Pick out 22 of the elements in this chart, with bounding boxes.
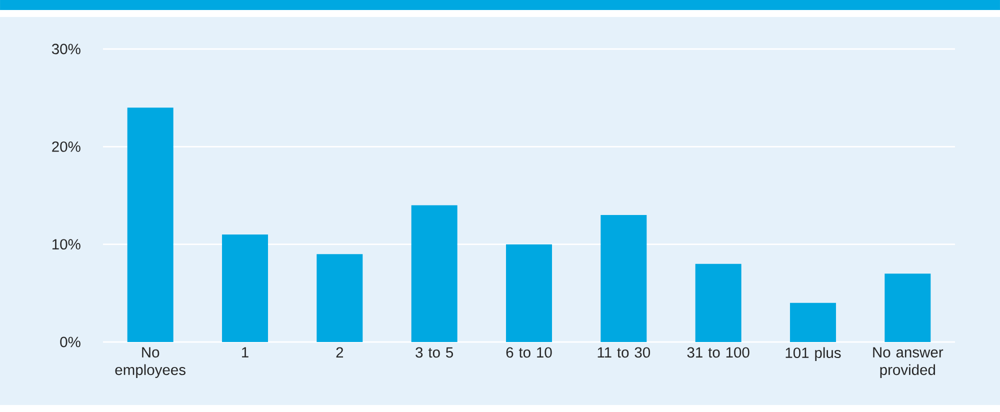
x-tick-label: No answer provided xyxy=(873,347,944,378)
x-tick-label: 2 xyxy=(336,347,344,358)
y-tick-label: 20% xyxy=(52,141,80,152)
y-tick-label: 0% xyxy=(60,336,80,348)
bar xyxy=(600,215,647,342)
x-tick-label: 3 to 5 xyxy=(416,347,453,358)
x-tick-label: 11 to 30 xyxy=(598,347,650,358)
bar xyxy=(127,108,174,342)
y-tick-label: 10% xyxy=(52,239,80,250)
bar xyxy=(884,274,931,342)
bar xyxy=(790,302,836,342)
bar xyxy=(411,205,458,342)
x-tick-label: No employees xyxy=(115,347,186,378)
bar xyxy=(695,264,742,342)
x-tick-label: 1 xyxy=(242,347,248,358)
bar xyxy=(222,234,268,342)
x-tick-label: 101 plus xyxy=(786,347,841,361)
x-tick-label: 6 to 10 xyxy=(506,347,552,358)
bar xyxy=(506,244,552,342)
y-tick-label: 30% xyxy=(52,44,80,54)
x-tick-label: 31 to 100 xyxy=(687,347,750,358)
bar xyxy=(316,254,363,342)
